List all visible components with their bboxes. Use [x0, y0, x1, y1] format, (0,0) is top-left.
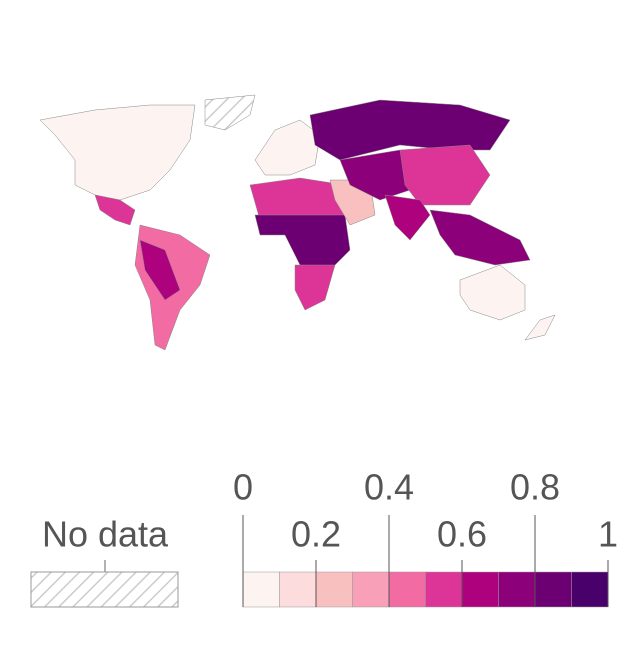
legend-swatch — [242, 571, 280, 608]
legend-swatch — [388, 571, 426, 608]
legend-tick-label: 0 — [233, 467, 253, 508]
legend-tick-label: 0.6 — [437, 514, 487, 555]
world-map — [39, 94, 556, 351]
legend-swatch — [315, 571, 353, 608]
legend-tick-label: 0.2 — [291, 514, 341, 555]
andes — [139, 239, 181, 301]
southeast-asia — [429, 209, 531, 266]
central-africa — [254, 214, 351, 271]
legend-swatch — [571, 571, 609, 608]
legend-tick-label: 0.4 — [364, 467, 414, 508]
no-data-label: No data — [42, 514, 169, 555]
greenland — [204, 94, 256, 131]
no-data-swatch — [30, 571, 179, 608]
southern-africa — [294, 264, 336, 311]
central-america — [94, 194, 136, 226]
legend-swatch — [425, 571, 463, 608]
south-asia — [384, 194, 431, 241]
legend-tick-label: 1 — [598, 514, 618, 555]
legend-swatch — [461, 571, 499, 608]
north-africa — [249, 177, 346, 221]
legend-swatch — [498, 571, 536, 608]
australia — [459, 264, 526, 321]
europe — [254, 119, 321, 176]
china — [399, 144, 491, 206]
central-asia — [339, 149, 411, 201]
legend: No data 0 0.2 0.4 0.6 0.8 1 — [30, 467, 618, 608]
legend-swatch — [352, 571, 390, 608]
legend-swatch — [534, 571, 572, 608]
north-america — [39, 104, 196, 201]
new-zealand — [524, 314, 556, 341]
legend-tick-label: 0.8 — [510, 467, 560, 508]
legend-swatch — [279, 571, 317, 608]
